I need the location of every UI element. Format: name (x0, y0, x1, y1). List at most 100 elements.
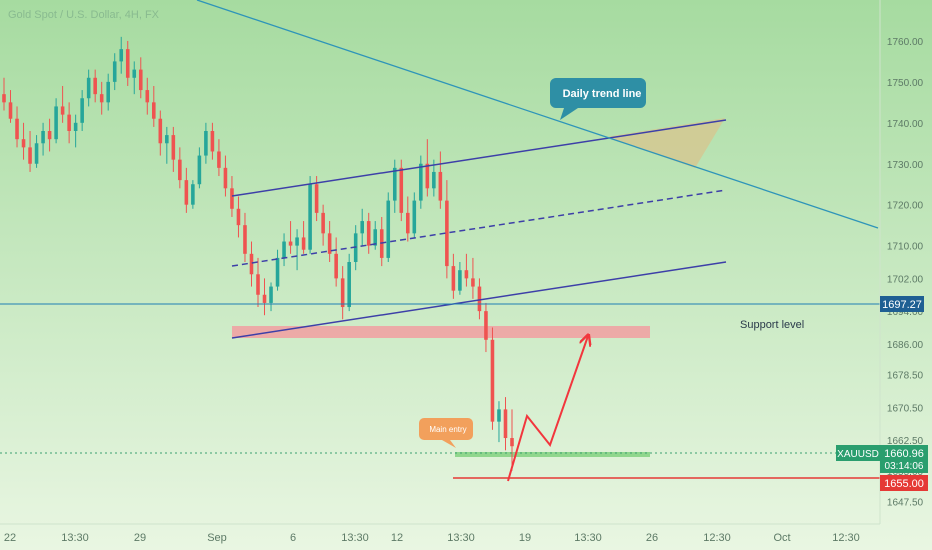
candle-body[interactable] (217, 151, 221, 168)
candle-body[interactable] (288, 241, 293, 246)
candle-body[interactable] (132, 69, 137, 78)
candle-body[interactable] (386, 200, 391, 258)
candle-body[interactable] (119, 49, 124, 62)
candle-body[interactable] (275, 257, 280, 287)
candle-body[interactable] (347, 262, 351, 308)
candle-body[interactable] (327, 233, 332, 254)
candle-body[interactable] (204, 131, 208, 156)
y-tick-label: 1740.00 (887, 119, 924, 130)
candle-body[interactable] (510, 438, 514, 447)
candle-body[interactable] (197, 155, 202, 185)
channel-lower-line[interactable] (231, 261, 727, 339)
entry-callout[interactable]: Main entry (419, 418, 473, 448)
candle-body[interactable] (406, 212, 410, 234)
candle-body[interactable] (451, 266, 456, 291)
candle-body[interactable] (477, 286, 482, 312)
candle-body[interactable] (432, 171, 436, 189)
candle-body[interactable] (321, 212, 325, 234)
candle-body[interactable] (301, 237, 306, 250)
candle-body[interactable] (340, 278, 345, 308)
candle-body[interactable] (145, 90, 150, 103)
candle-body[interactable] (112, 61, 117, 82)
candle-body[interactable] (236, 208, 241, 226)
symbol-tag: XAUUSD (836, 445, 880, 461)
candle-body[interactable] (15, 118, 19, 140)
y-axis[interactable]: 1760.00 1750.00 1740.00 1730.00 1720.00 1710.… (887, 37, 924, 509)
candle-body[interactable] (373, 229, 378, 246)
candle-body[interactable] (262, 294, 267, 303)
candle-body[interactable] (138, 69, 143, 91)
candle-body[interactable] (295, 237, 299, 246)
candle-body[interactable] (230, 188, 234, 209)
x-axis[interactable]: 22 13:30 29 Sep 6 13:30 12 13:30 19 13:30 26 12:30 O… (4, 532, 860, 544)
support-level-label: Support level (740, 319, 804, 331)
candle-body[interactable] (125, 49, 130, 78)
candle-body[interactable] (8, 102, 13, 119)
candle-body[interactable] (308, 184, 312, 250)
entry-zone[interactable] (455, 452, 650, 457)
support-zone[interactable] (232, 326, 650, 338)
candle-body[interactable] (47, 131, 52, 140)
stop-price-tag: 1655.00 (880, 475, 928, 491)
candle-body[interactable] (54, 106, 58, 140)
candle-body[interactable] (497, 409, 501, 422)
candle-body[interactable] (503, 409, 508, 439)
projection-arrow[interactable] (507, 336, 588, 482)
candle-body[interactable] (464, 270, 469, 279)
candle-body[interactable] (184, 180, 189, 205)
candle-body[interactable] (490, 339, 495, 422)
candle-body[interactable] (28, 147, 32, 164)
candle-body[interactable] (99, 94, 104, 103)
candle-body[interactable] (314, 184, 319, 213)
candle-body[interactable] (269, 286, 273, 303)
trend-callout[interactable]: Daily trend line (550, 78, 646, 120)
candle-body[interactable] (419, 163, 423, 201)
candle-body[interactable] (152, 102, 156, 119)
candle-body[interactable] (256, 274, 260, 295)
candle-body[interactable] (2, 94, 6, 103)
candle-body[interactable] (243, 225, 247, 254)
support-price-text: 1697.27 (882, 299, 922, 311)
candle-body[interactable] (80, 98, 84, 123)
x-tick-label: 13:30 (574, 532, 602, 544)
candle-body[interactable] (178, 159, 182, 181)
candle-body[interactable] (471, 278, 475, 287)
candle-body[interactable] (445, 200, 449, 267)
last-price-text: 1660.96 (884, 448, 924, 460)
candle-body[interactable] (21, 139, 26, 148)
candle-body[interactable] (425, 163, 430, 189)
candle-body[interactable] (399, 167, 404, 213)
candle-body[interactable] (73, 122, 78, 131)
candle-body[interactable] (191, 184, 195, 205)
candle-body[interactable] (210, 131, 215, 152)
candle-body[interactable] (86, 77, 91, 99)
entry-callout-label: Main entry (429, 425, 466, 434)
daily-trend-line[interactable] (196, 0, 879, 229)
candle-body[interactable] (41, 131, 45, 144)
candle-body[interactable] (458, 270, 462, 291)
candle-body[interactable] (366, 221, 371, 246)
candle-body[interactable] (223, 167, 228, 189)
candle-body[interactable] (106, 81, 110, 103)
candle-body[interactable] (171, 135, 176, 160)
candle-body[interactable] (334, 253, 338, 279)
channel-mid-line[interactable] (231, 189, 727, 267)
candle-body[interactable] (282, 241, 286, 258)
candle-body[interactable] (484, 311, 488, 340)
symbol-tag-text: XAUUSD (837, 449, 879, 460)
candle-body[interactable] (158, 118, 163, 144)
candle-body[interactable] (165, 135, 169, 144)
target-zone[interactable] (606, 118, 725, 168)
candle-body[interactable] (392, 167, 397, 201)
candle-body[interactable] (93, 77, 97, 95)
candle-body[interactable] (438, 171, 443, 201)
candle-body[interactable] (67, 114, 71, 131)
channel-upper-line[interactable] (231, 119, 727, 197)
x-tick-label: 6 (290, 532, 296, 544)
candle-body[interactable] (360, 221, 364, 234)
candle-body[interactable] (249, 253, 254, 275)
candle-body[interactable] (60, 106, 65, 115)
candle-body[interactable] (412, 200, 417, 234)
candle-body[interactable] (34, 143, 39, 164)
